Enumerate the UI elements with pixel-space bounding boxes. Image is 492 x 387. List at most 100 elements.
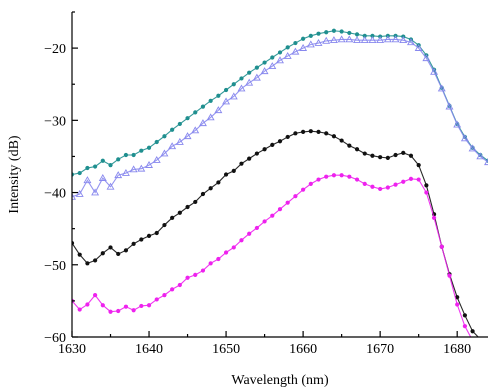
series-3-point (470, 329, 475, 334)
series-4-point (200, 268, 206, 273)
y-tick-label: −60 (44, 331, 66, 346)
y-tick-label: −40 (44, 187, 66, 202)
series-1-point (200, 104, 206, 109)
x-tick-label: 1660 (289, 342, 317, 357)
series-4-point (416, 177, 421, 182)
series-3-point (85, 261, 90, 266)
series-4-point (108, 309, 113, 314)
series-3-point (123, 248, 129, 253)
series-1-point (324, 30, 329, 35)
x-axis-label: Wavelength (nm) (231, 373, 329, 387)
series-3-point (200, 191, 206, 197)
series-4-point (455, 302, 460, 307)
series-4-line (72, 174, 472, 337)
series-1-point (100, 158, 105, 163)
series-4-point (270, 213, 275, 218)
series-4-point (431, 215, 437, 220)
series-3-point (401, 150, 406, 155)
series-2-point (406, 38, 415, 46)
series-4-point (316, 177, 321, 182)
series-2-point (145, 161, 154, 168)
series-3-point (108, 245, 113, 250)
series-4-point (439, 244, 444, 249)
series-2-point (453, 120, 462, 128)
series-2-point (329, 36, 338, 44)
series-2-point (175, 137, 184, 145)
series-4-point (123, 304, 129, 309)
series-3-point (270, 142, 275, 147)
series-1-point (108, 163, 113, 168)
series-2-point (137, 164, 146, 172)
series-2-point (299, 44, 308, 51)
series-4-point (354, 177, 360, 182)
series-3-point (277, 139, 283, 144)
series-4-point (347, 174, 352, 179)
series-3-point (139, 237, 144, 242)
series-2-point (91, 188, 100, 196)
series-2-point (360, 36, 369, 44)
series-2 (72, 35, 488, 200)
series-2-point (191, 126, 200, 134)
series-1-point (131, 152, 136, 158)
series-1-point (93, 164, 98, 169)
series-2-point (422, 54, 431, 62)
series-4-point (146, 303, 152, 308)
series-2-point (198, 119, 207, 127)
series-4-point (324, 174, 329, 179)
series-1-point (146, 145, 152, 150)
series-3-point (478, 337, 482, 341)
series-1-point (162, 134, 167, 139)
series-3-point (416, 163, 421, 168)
series-1-point (270, 55, 275, 60)
series-1-point (308, 33, 313, 38)
y-tick-label: −30 (44, 114, 66, 129)
series-4-point (408, 176, 414, 181)
series-2-point (152, 155, 161, 163)
series-4-point (85, 302, 90, 307)
series-3-point (339, 138, 344, 143)
series-3-point (231, 168, 236, 173)
series-2-point (229, 92, 238, 100)
series-4-point (131, 308, 136, 313)
series-1-point (362, 33, 367, 38)
series-3-point (162, 222, 167, 228)
y-tick-label: −20 (44, 42, 66, 57)
series-4-point (193, 272, 198, 277)
series-2-line (72, 38, 488, 198)
series-4-point (100, 303, 105, 308)
series-1-point (85, 165, 90, 171)
series-3-point (223, 172, 229, 177)
series-1-point (216, 93, 221, 98)
series-4-point (231, 245, 236, 250)
series-3-point (216, 180, 221, 185)
series-2-point (222, 97, 231, 105)
series-2-point (414, 44, 423, 51)
series-2-point (283, 51, 292, 59)
series-1-point (223, 87, 229, 93)
series-4-point (139, 303, 144, 309)
series-1-point (193, 110, 198, 115)
series-3-point (331, 134, 337, 139)
series-2-point (206, 113, 215, 121)
series-1-point (116, 157, 121, 162)
series-4-point (239, 238, 244, 243)
y-axis-label: Intensity (dB) (7, 135, 22, 213)
series-4-point (247, 231, 252, 236)
series-1-point (154, 139, 159, 145)
series-3-point (308, 129, 313, 134)
series-1-point (370, 33, 375, 38)
series-4-point (447, 273, 452, 278)
series-3-point (146, 233, 152, 238)
series-4-point (285, 200, 290, 205)
series-4-point (162, 293, 167, 298)
series-3-point (424, 183, 429, 188)
series-3-point (208, 186, 213, 191)
x-tick-label: 1670 (366, 342, 394, 357)
series-1-point (239, 76, 244, 81)
series-2-point (484, 158, 488, 166)
x-tick-label: 1650 (212, 342, 240, 357)
series-3-point (462, 313, 467, 318)
series-2-point (160, 149, 169, 157)
series-3-point (170, 215, 175, 220)
series-4-point (77, 307, 82, 312)
